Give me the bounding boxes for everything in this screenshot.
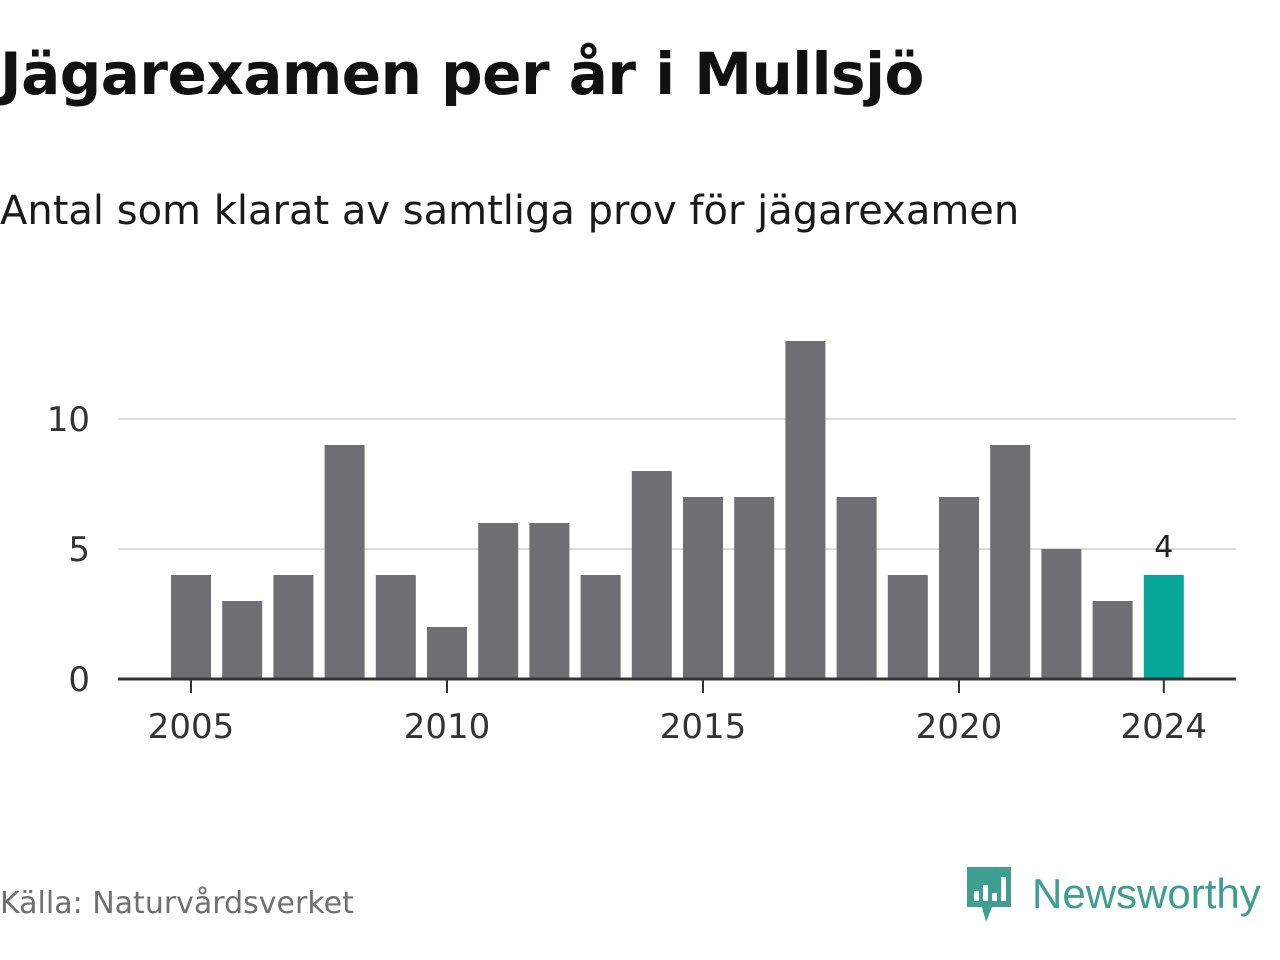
- bar-2009: [375, 575, 416, 679]
- labels: 0 5 10 2005 2010 2015 2020 2024 4: [47, 400, 1207, 747]
- bar-2010: [427, 627, 467, 679]
- bar-2019: [887, 575, 928, 679]
- bar-2016: [734, 497, 775, 679]
- x-tick-label-2020: 2020: [916, 707, 1003, 747]
- bar-2023: [1092, 601, 1133, 679]
- bars: [171, 341, 1184, 679]
- bar-chart: 0 5 10 2005 2010 2015 2020 2024 4: [47, 341, 1236, 747]
- chart-title: Jägarexamen per år i Mullsjö: [0, 40, 924, 108]
- chart-subtitle: Antal som klarat av samtliga prov för jä…: [0, 188, 1020, 234]
- bar-2005: [171, 575, 211, 679]
- bar-2018: [836, 497, 877, 679]
- axes: [118, 677, 1236, 693]
- bar-2014: [631, 471, 672, 679]
- bar-2007: [273, 575, 314, 679]
- source-note: Källa: Naturvårdsverket: [0, 886, 354, 921]
- bar-2017: [785, 341, 826, 679]
- bar-2011: [478, 523, 519, 679]
- x-tick-label-2010: 2010: [404, 707, 491, 747]
- bar-2021: [990, 445, 1031, 679]
- y-tick-label-10: 10: [47, 400, 90, 440]
- data-label-2024: 4: [1154, 530, 1173, 565]
- x-tick-label-2015: 2015: [660, 707, 747, 747]
- x-tick-label-2005: 2005: [148, 707, 235, 747]
- bar-2013: [580, 575, 621, 679]
- bar-2024: [1143, 575, 1184, 679]
- bar-2012: [529, 523, 570, 679]
- brand-name: Newsworthy: [1032, 870, 1261, 917]
- gridlines: [118, 418, 1236, 550]
- brand-logo: Newsworthy: [964, 864, 1261, 924]
- bar-2022: [1041, 549, 1082, 679]
- newsworthy-logo-icon: [967, 867, 1011, 922]
- bar-2015: [683, 497, 723, 679]
- x-tick-label-2024: 2024: [1121, 707, 1208, 747]
- y-tick-label-5: 5: [68, 530, 90, 570]
- bar-2020: [939, 497, 979, 679]
- y-tick-label-0: 0: [68, 660, 90, 700]
- bar-2006: [222, 601, 263, 679]
- bar-2008: [324, 445, 365, 679]
